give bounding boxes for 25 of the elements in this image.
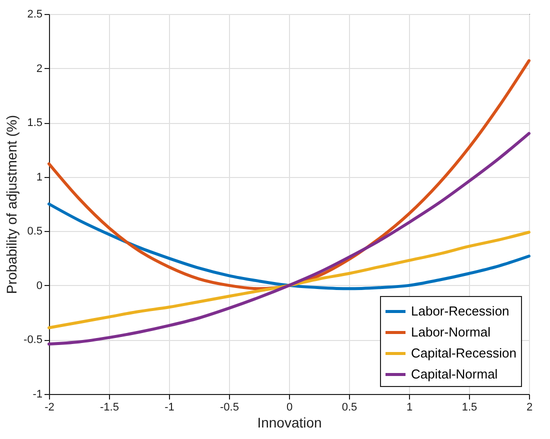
y-tick-label: 1.5 — [27, 117, 42, 130]
y-tick-label: -0.5 — [24, 334, 42, 346]
legend-label: Labor-Normal — [411, 324, 491, 340]
x-axis-title: Innovation — [257, 414, 322, 430]
y-tick-label: 0 — [36, 280, 42, 292]
x-tick-label: -1 — [164, 402, 174, 414]
x-tick-label: 0 — [286, 402, 293, 414]
x-tick-label: 0.5 — [342, 402, 358, 414]
line-series — [48, 132, 530, 346]
x-tick-label: -2 — [44, 402, 54, 414]
x-tick-label: 1 — [406, 402, 413, 414]
x-tick-label: -0.5 — [220, 402, 239, 414]
y-tick-label: 2 — [36, 62, 42, 75]
line-series — [48, 202, 530, 290]
x-tick-label: 1.5 — [462, 402, 478, 414]
y-tick-label: 2.5 — [27, 8, 42, 20]
y-tick-label: -1 — [32, 388, 42, 400]
x-tick-label: -1.5 — [100, 402, 119, 414]
y-tick-label: 0.5 — [27, 226, 42, 238]
legend-label: Capital-Normal — [411, 366, 498, 382]
y-axis-title: Probability of adjustment (%) — [4, 115, 20, 294]
x-tick-label: 2 — [526, 402, 533, 414]
legend-label: Labor-Recession — [411, 304, 510, 318]
y-tick-label: 1 — [36, 171, 42, 184]
legend-label: Capital-Recession — [411, 346, 516, 360]
